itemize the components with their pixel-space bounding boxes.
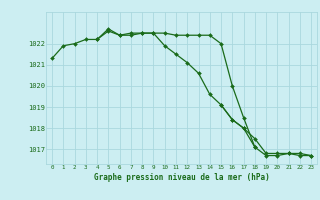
- X-axis label: Graphe pression niveau de la mer (hPa): Graphe pression niveau de la mer (hPa): [94, 173, 269, 182]
